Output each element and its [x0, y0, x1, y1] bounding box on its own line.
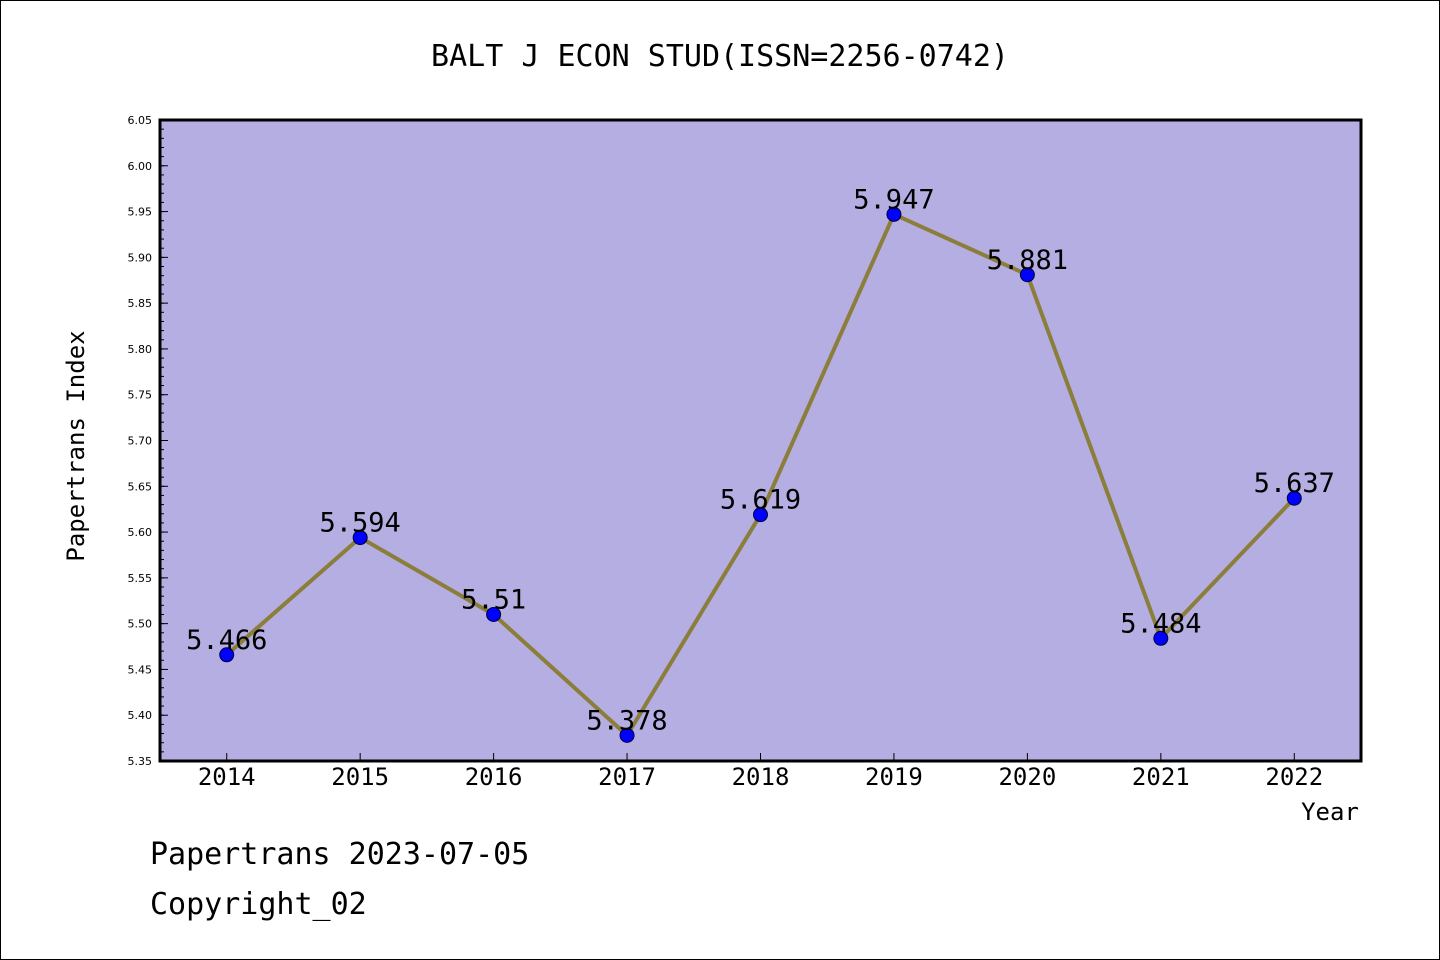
x-axis-label: Year: [1301, 798, 1359, 826]
y-tick-label: 5.35: [128, 755, 153, 768]
y-tick-label: 5.55: [128, 572, 153, 585]
footer-date: Papertrans 2023-07-05: [150, 837, 529, 872]
series-papertrans-index: [219, 206, 1302, 743]
data-point: [753, 507, 768, 523]
x-tick-label: 2014: [198, 763, 256, 791]
data-label: 5.378: [586, 705, 667, 736]
y-tick-label: 5.90: [128, 251, 153, 264]
data-point: [1153, 630, 1169, 646]
y-tick-label: 5.40: [128, 709, 153, 722]
x-tick-label: 2019: [865, 763, 923, 791]
y-tick-label: 5.85: [128, 297, 153, 310]
y-tick-label: 5.75: [128, 389, 153, 402]
plot-border: [158, 118, 1363, 763]
data-label: 5.484: [1120, 608, 1201, 639]
y-tick-label: 5.45: [128, 663, 153, 676]
y-tick-label: 5.60: [128, 526, 153, 539]
x-tick-label: 2022: [1265, 763, 1323, 791]
y-tick-label: 6.05: [128, 114, 153, 127]
data-label: 5.51: [461, 584, 526, 615]
data-point: [486, 606, 502, 622]
data-point: [886, 206, 902, 222]
y-tick-label: 5.80: [128, 343, 153, 356]
x-tick-label: 2015: [331, 763, 389, 791]
data-label: 5.947: [853, 184, 934, 215]
data-point: [219, 647, 235, 663]
footer-copyright: Copyright_02: [150, 887, 367, 922]
x-tick-label: 2016: [465, 763, 523, 791]
data-label: 5.466: [186, 625, 267, 656]
data-point: [352, 530, 368, 546]
y-tick-label: 5.50: [128, 618, 153, 631]
data-point: [619, 727, 635, 743]
x-tick-label: 2021: [1132, 763, 1190, 791]
x-tick-label: 2017: [598, 763, 656, 791]
y-tick-label: 5.95: [128, 206, 153, 219]
data-label: 5.594: [320, 508, 401, 539]
x-tick-label: 2020: [998, 763, 1056, 791]
data-label: 5.619: [720, 485, 801, 516]
y-tick-label: 5.70: [128, 435, 153, 448]
y-axis-label: Papertrans Index: [62, 330, 90, 561]
y-axis-ticks: 5.35 5.40 5.45 5.50 5.55 5.60 5.65 5.70 5.75 5.80…: [128, 114, 168, 768]
data-point: [1286, 490, 1302, 506]
chart-title: BALT J ECON STUD(ISSN=2256-0742): [431, 39, 1009, 74]
y-tick-label: 5.65: [128, 480, 153, 493]
x-axis-ticks: 2014 2015 2016 2017 2018 2019 2020 2021 2022: [198, 753, 1323, 791]
plot-area: [160, 120, 1361, 761]
x-tick-label: 2018: [732, 763, 790, 791]
data-point: [1019, 267, 1035, 283]
data-label: 5.881: [987, 245, 1068, 276]
data-labels: 5.466 5.594 5.51 5.378 5.619 5.947 5.881 5.484 5…: [186, 184, 1335, 736]
y-tick-label: 6.00: [128, 160, 153, 173]
data-label: 5.637: [1254, 468, 1335, 499]
